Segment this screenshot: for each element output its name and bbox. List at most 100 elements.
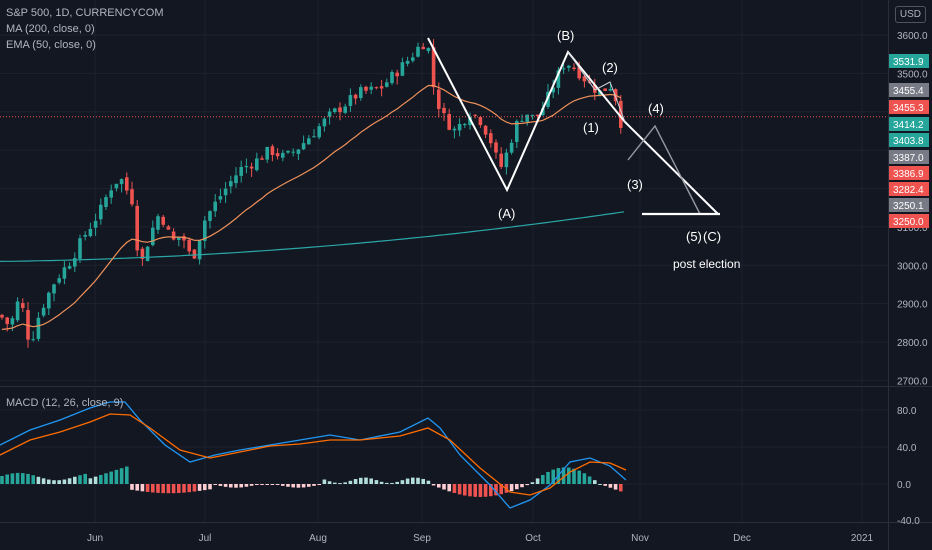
currency-button[interactable]: USD <box>894 6 926 23</box>
macd-histogram-bar <box>374 480 379 484</box>
candle-body <box>229 181 233 187</box>
time-tick-label: Dec <box>733 533 751 544</box>
candle-body <box>130 189 134 205</box>
wave-label: (4) <box>648 101 664 116</box>
candle-body <box>78 238 82 259</box>
candle-body <box>26 310 30 340</box>
macd-histogram-bar <box>114 469 119 484</box>
macd-histogram-bar <box>442 484 446 490</box>
macd-histogram-bar <box>151 484 155 493</box>
price-label-box <box>889 117 929 131</box>
macd-histogram-bar <box>359 477 363 484</box>
candle-body <box>603 88 607 91</box>
time-tick-label: Oct <box>525 533 541 544</box>
macd-histogram-bar <box>265 484 269 485</box>
macd-histogram-bar <box>499 484 503 495</box>
candle-body <box>364 86 368 91</box>
macd-histogram-bar <box>577 470 581 484</box>
candle-body <box>452 128 457 131</box>
macd-histogram-bar <box>166 484 171 494</box>
macd-histogram-bar <box>468 484 472 497</box>
macd-histogram-bar <box>182 484 186 493</box>
candle-body <box>57 278 61 283</box>
macd-histogram-bar <box>483 484 488 497</box>
macd-histogram-bar <box>489 484 493 497</box>
price-label-text: 3414.2 <box>893 120 924 131</box>
wave-label: (3) <box>627 177 643 192</box>
macd-histogram-bar <box>10 473 15 484</box>
macd-histogram-bar <box>509 484 514 492</box>
candle-body <box>73 258 77 267</box>
macd-histogram-bar <box>99 474 103 484</box>
candle-body <box>208 211 212 221</box>
candle-body <box>218 196 223 200</box>
macd-histogram-bar <box>416 477 420 484</box>
time-tick-label: 2021 <box>851 533 874 544</box>
macd-histogram-bar <box>57 480 61 484</box>
candle-body <box>244 166 249 168</box>
candle-body <box>93 220 98 228</box>
candle-body <box>291 151 295 153</box>
candle-body <box>572 67 576 69</box>
macd-histogram-bar <box>561 467 566 484</box>
macd-histogram-bar <box>0 475 4 484</box>
ma200-line <box>0 211 625 262</box>
price-label-box <box>889 150 929 164</box>
macd-histogram-bar <box>343 482 347 484</box>
candle-body <box>62 267 67 279</box>
price-label-text: 3387.0 <box>893 153 924 164</box>
macd-histogram-bar <box>161 484 165 494</box>
macd-histogram-bar <box>78 475 82 484</box>
wave-label: (5) <box>686 229 702 244</box>
candle-body <box>561 68 566 70</box>
ema50-line <box>1 84 622 330</box>
candle-body <box>239 166 243 176</box>
macd-histogram-bar <box>307 484 311 487</box>
candle-body <box>156 216 160 230</box>
candle-body <box>21 303 25 308</box>
candle-body <box>140 248 145 259</box>
candle-body <box>260 158 264 160</box>
macd-histogram-bar <box>73 476 77 484</box>
candle-body <box>161 216 165 225</box>
candle-body <box>88 228 93 237</box>
time-tick-label: Jul <box>199 533 212 544</box>
candle-body <box>463 124 467 126</box>
macd-histogram-bar <box>478 484 483 497</box>
candle-body <box>31 339 35 341</box>
price-label-box <box>889 214 929 228</box>
macd-histogram-bar <box>385 482 389 484</box>
price-tick-label: 2900.0 <box>897 300 928 311</box>
macd-histogram-bar <box>104 473 108 484</box>
candle-body <box>338 107 342 113</box>
macd-histogram-bar <box>551 469 555 484</box>
candle-body <box>431 47 436 88</box>
price-label-box <box>889 100 929 114</box>
candle-body <box>390 71 394 84</box>
macd-histogram-bar <box>229 484 233 488</box>
candle-body <box>187 239 191 252</box>
macd-histogram-bar <box>541 474 545 484</box>
candle-body <box>483 125 488 135</box>
macd-histogram-bar <box>260 484 264 485</box>
macd-histogram-bar <box>36 476 41 484</box>
candle-body <box>327 111 332 117</box>
candle-body <box>15 301 20 321</box>
candle-body <box>504 152 509 168</box>
macd-histogram-bar <box>431 484 436 486</box>
candle-body <box>530 114 535 116</box>
macd-histogram-bar <box>327 481 332 484</box>
candle-body <box>213 201 217 212</box>
candle-body <box>286 150 290 153</box>
macd-tick-label: 80.0 <box>897 406 917 417</box>
candle-body <box>322 118 327 127</box>
candle-body <box>400 62 405 76</box>
macd-histogram-bar <box>119 468 124 484</box>
macd-histogram-bar <box>369 478 373 484</box>
macd-histogram-bar <box>140 484 145 492</box>
macd-histogram-bar <box>296 484 301 488</box>
candle-body <box>5 317 9 325</box>
macd-histogram-bar <box>613 484 618 490</box>
macd-histogram-bar <box>353 479 358 484</box>
